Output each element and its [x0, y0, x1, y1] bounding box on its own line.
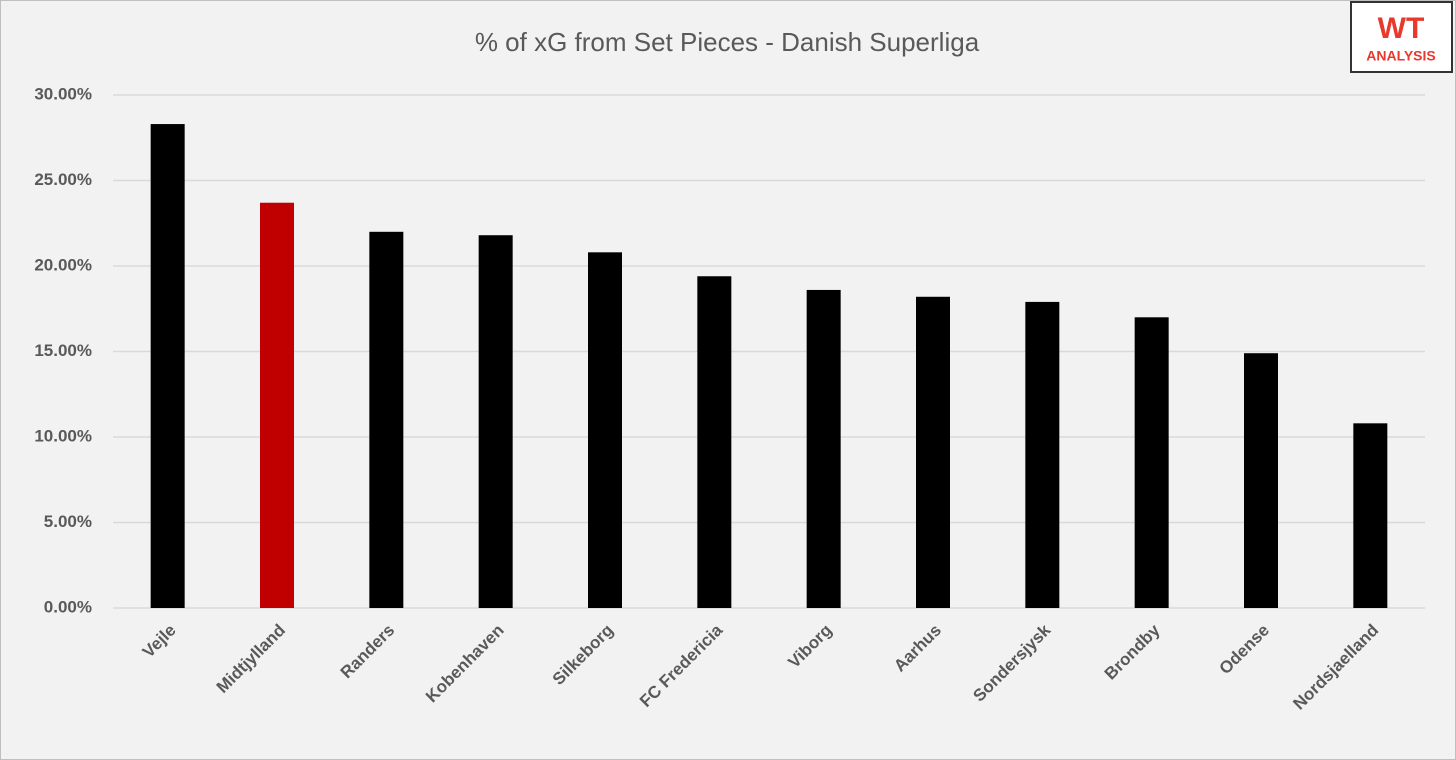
y-tick-label: 20.00% — [34, 255, 92, 274]
y-tick-label: 30.00% — [34, 84, 92, 103]
bar — [260, 202, 294, 609]
logo: WT ANALYSIS — [1350, 1, 1453, 73]
y-tick-label: 5.00% — [44, 512, 92, 531]
bar — [916, 296, 950, 608]
bar — [1134, 317, 1169, 608]
y-tick-label: 25.00% — [34, 170, 92, 189]
y-tick-label: 10.00% — [34, 426, 92, 445]
bar — [1244, 353, 1278, 608]
logo-bottom: ANALYSIS — [1366, 48, 1436, 64]
logo-frame — [1350, 1, 1453, 73]
bar — [697, 276, 732, 608]
bar — [369, 231, 404, 609]
logo-top: WT — [1378, 12, 1425, 45]
bar — [588, 252, 622, 608]
bar — [1025, 301, 1060, 608]
y-tick-label: 15.00% — [34, 341, 92, 360]
bar — [1353, 423, 1388, 608]
bar — [478, 235, 513, 608]
bar — [806, 289, 841, 608]
chart-title: % of xG from Set Pieces - Danish Superli… — [475, 27, 980, 57]
bar — [150, 124, 185, 608]
y-tick-label: 0.00% — [44, 597, 92, 616]
